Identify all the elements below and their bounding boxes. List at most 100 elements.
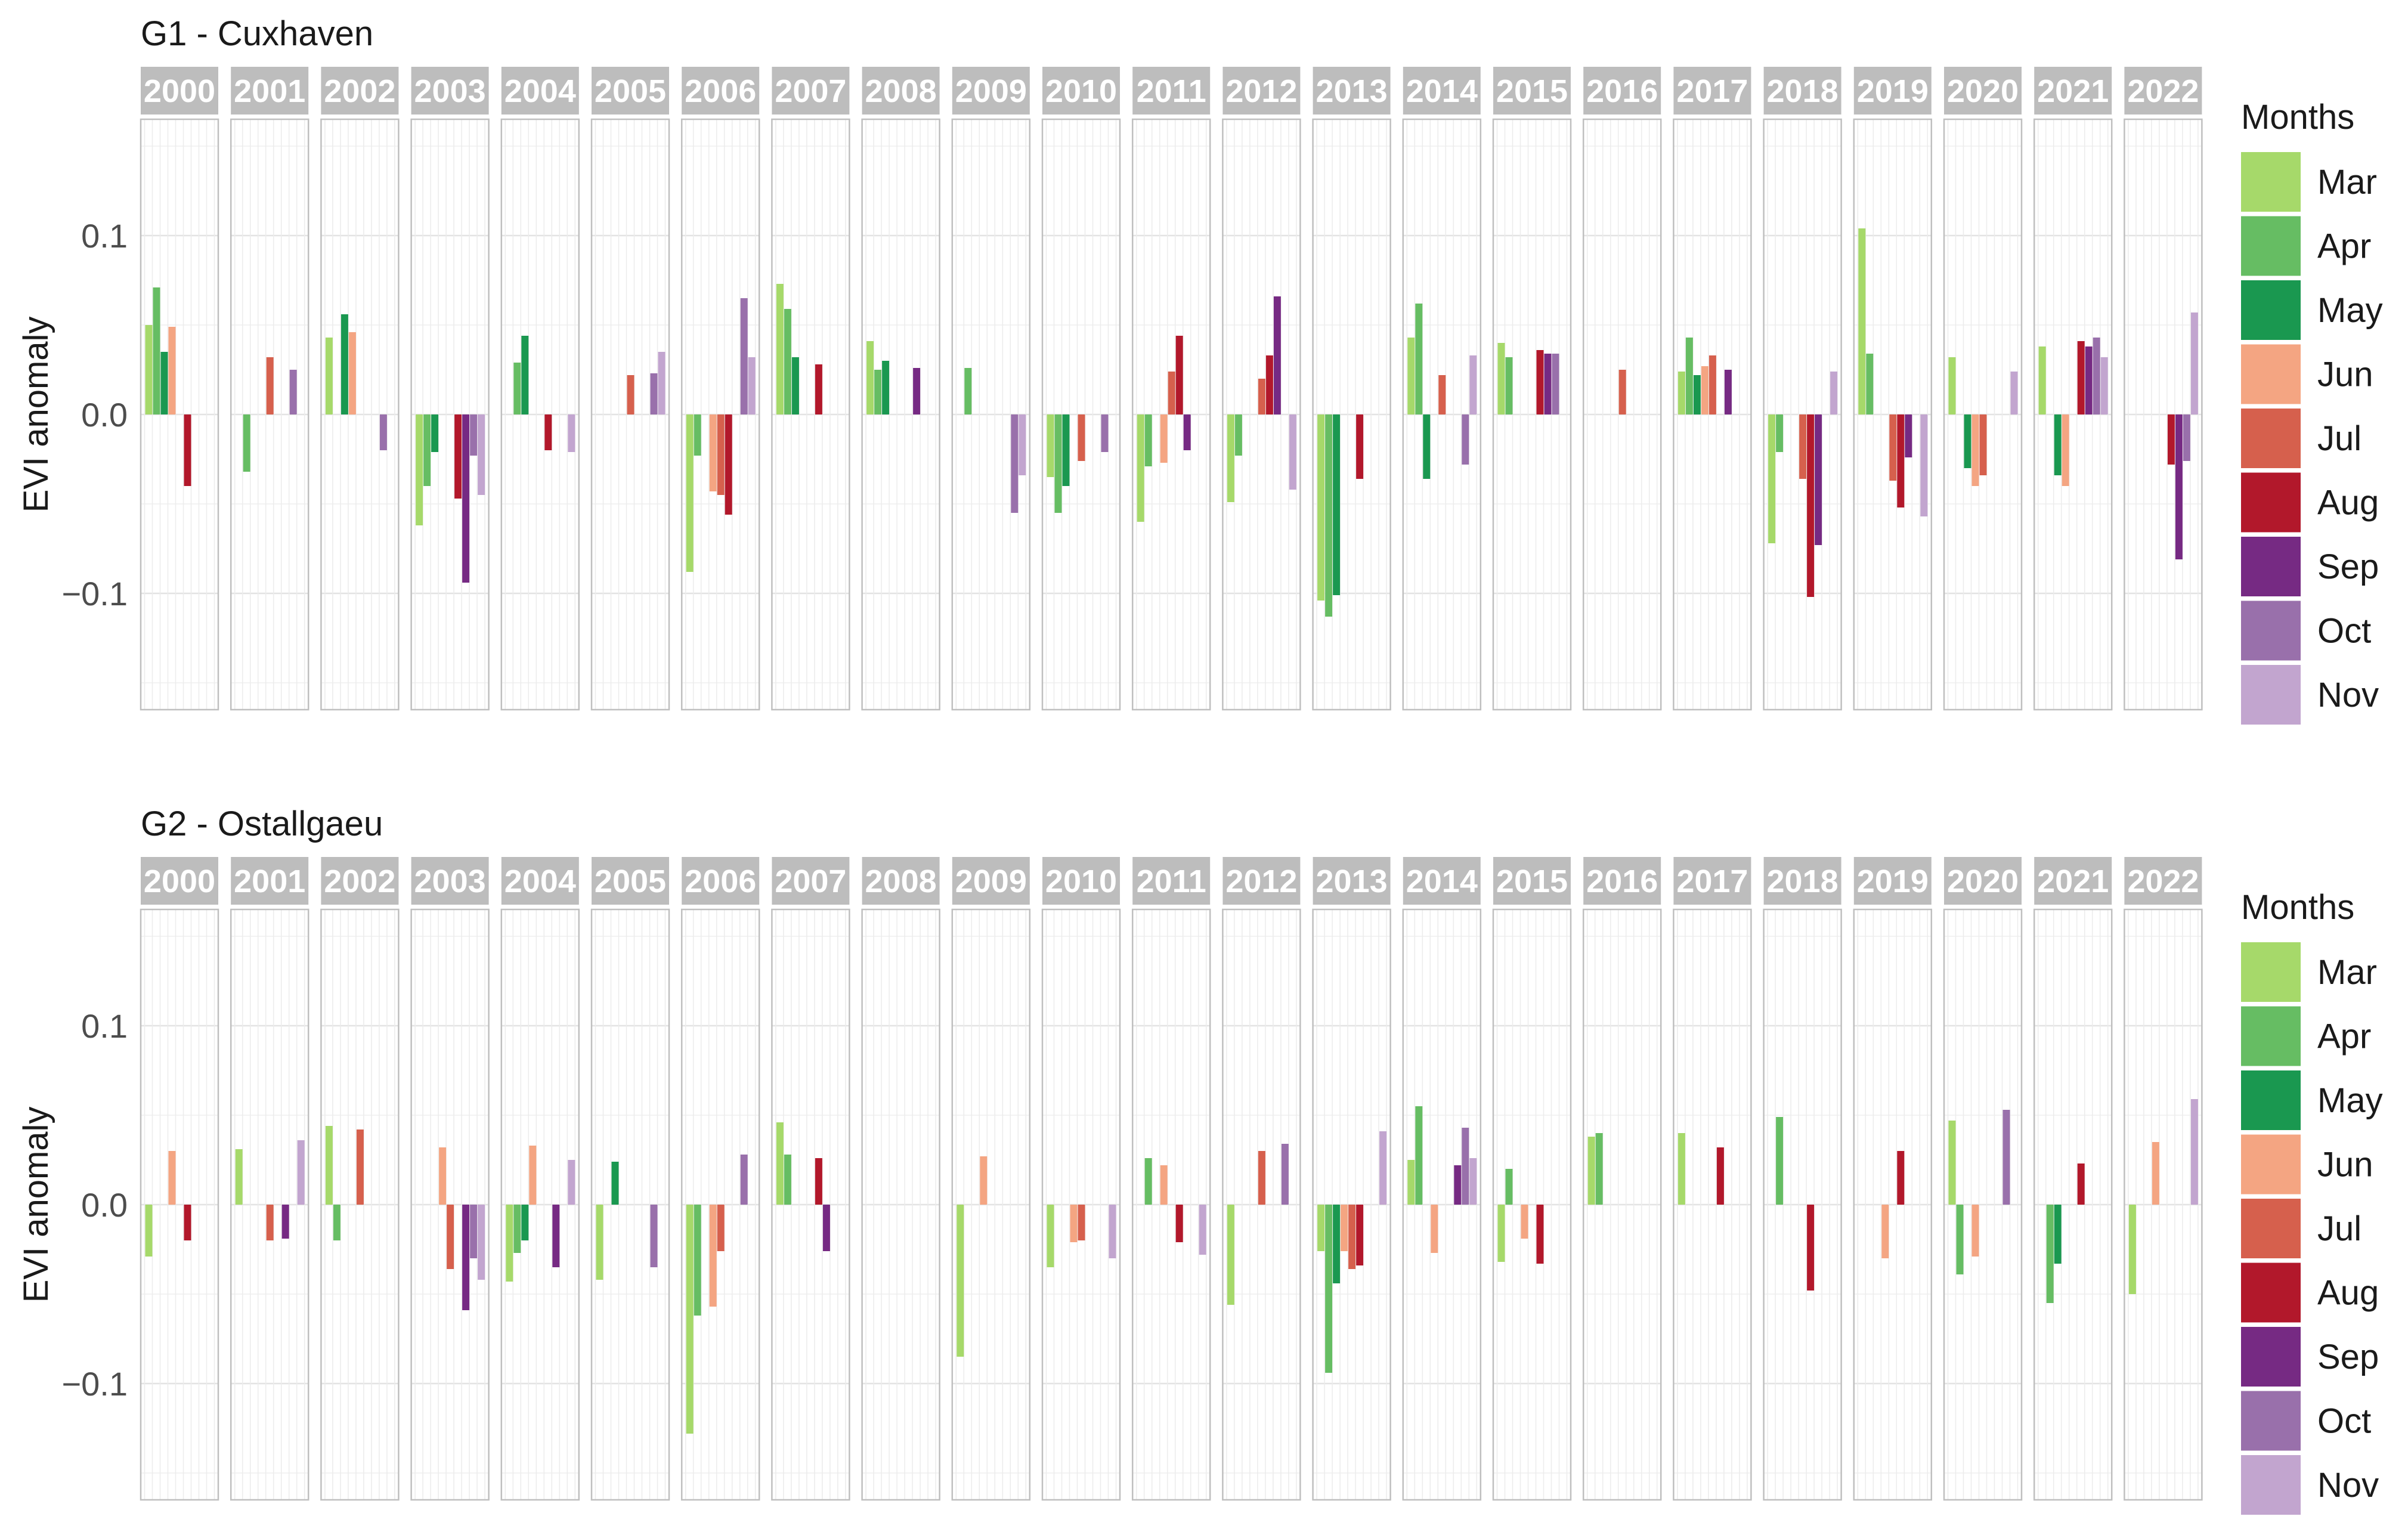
legend-label: Aug — [2317, 1274, 2379, 1313]
legend-key-jun — [2241, 1134, 2301, 1194]
facet-strip — [1403, 857, 1481, 905]
bar-mar-2000 — [145, 1205, 153, 1257]
bar-mar-2007 — [776, 284, 784, 414]
facet-panel-border — [1312, 118, 1391, 711]
bar-jun-2010 — [1070, 1205, 1078, 1242]
bar-mar-2009 — [957, 1205, 964, 1357]
facet-panel-border — [1131, 118, 1211, 711]
bar-may-2005 — [611, 1162, 619, 1205]
bar-jun-2006 — [709, 414, 717, 491]
legend-title: Months — [2241, 888, 2354, 927]
facet-strip — [1493, 857, 1571, 905]
facet-strip — [231, 67, 309, 115]
facet-year-label: 2003 — [414, 73, 486, 109]
facet-year-label: 2005 — [595, 73, 666, 109]
bar-nov-2010 — [1109, 1205, 1116, 1258]
legend-key-oct — [2241, 1391, 2301, 1451]
bar-jun-2021 — [2062, 414, 2069, 486]
facet-year-label: 2019 — [1857, 864, 1929, 899]
bar-mar-2021 — [2038, 346, 2046, 414]
bar-oct-2015 — [1552, 354, 1559, 414]
facet-panel-border — [410, 118, 490, 711]
bar-aug-2017 — [1716, 1147, 1724, 1205]
facet-year-label: 2021 — [2037, 864, 2109, 899]
bar-jul-2012 — [1258, 379, 1265, 414]
facet-panel-border — [771, 908, 850, 1501]
bar-apr-2004 — [513, 1205, 521, 1253]
legend-label: Apr — [2317, 1017, 2371, 1056]
facet-year-label: 2005 — [595, 864, 666, 899]
y-tick-label: 0.0 — [81, 396, 128, 434]
y-tick-label: 0.0 — [81, 1186, 128, 1224]
bar-oct-2020 — [2002, 1110, 2010, 1205]
bar-may-2010 — [1062, 414, 1070, 486]
facet-year-label: 2006 — [685, 73, 756, 109]
facet-strip — [141, 67, 218, 115]
legend-key-jul — [2241, 1199, 2301, 1258]
facet-strip — [2124, 67, 2202, 115]
facet-panel-border — [230, 908, 309, 1501]
facet-strip — [1853, 857, 1932, 905]
bar-aug-2007 — [815, 1158, 822, 1205]
facet-year-label: 2020 — [1947, 73, 2019, 109]
legend-label: Oct — [2317, 612, 2371, 651]
bar-mar-2015 — [1497, 1205, 1505, 1262]
bar-jun-2014 — [1431, 1205, 1438, 1253]
bar-nov-2011 — [1199, 1205, 1206, 1255]
legend-label: Sep — [2317, 1338, 2379, 1376]
bar-oct-2022 — [2183, 414, 2190, 461]
bar-apr-2020 — [1956, 1205, 1964, 1274]
bar-may-2008 — [882, 361, 890, 414]
facet-strip — [1132, 67, 1211, 115]
facet-panel-border — [1041, 118, 1121, 711]
bar-mar-2013 — [1317, 1205, 1325, 1251]
legend-key-mar — [2241, 152, 2301, 212]
facet-panel-border — [140, 118, 219, 711]
bar-aug-2018 — [1807, 414, 1815, 597]
bar-oct-2001 — [289, 370, 297, 414]
bar-mar-2006 — [686, 1205, 694, 1434]
facet-strip — [1673, 67, 1751, 115]
legend-key-may — [2241, 1070, 2301, 1130]
facet-panel-border — [771, 118, 850, 711]
bar-apr-2014 — [1415, 1106, 1423, 1205]
facet-year-label: 2006 — [685, 864, 756, 899]
legend-key-nov — [2241, 665, 2301, 725]
bar-nov-2022 — [2190, 312, 2198, 414]
facet-panel-border — [500, 118, 580, 711]
legend-key-jun — [2241, 344, 2301, 404]
facet-panel-border — [2033, 908, 2113, 1501]
bar-apr-2003 — [423, 414, 431, 486]
bar-apr-2015 — [1505, 357, 1513, 414]
facet-panel-border — [861, 118, 940, 711]
bar-jul-2014 — [1438, 375, 1446, 414]
bar-mar-2013 — [1317, 414, 1325, 601]
bar-mar-2017 — [1677, 1133, 1685, 1205]
bar-jul-2005 — [627, 375, 635, 414]
bar-aug-2013 — [1356, 414, 1364, 479]
facet-strip — [772, 67, 850, 115]
bar-apr-2010 — [1054, 414, 1062, 513]
facet-strip — [2034, 857, 2112, 905]
legend-label: May — [2317, 291, 2383, 330]
legend-title: Months — [2241, 98, 2354, 137]
bar-mar-2005 — [596, 1205, 603, 1280]
facet-strip — [862, 67, 940, 115]
bar-apr-2004 — [513, 363, 521, 414]
bar-jul-2003 — [447, 1205, 454, 1269]
legend-key-nov — [2241, 1455, 2301, 1515]
bar-jul-2012 — [1258, 1151, 1265, 1205]
legend-label: May — [2317, 1081, 2383, 1120]
bar-sep-2012 — [1273, 296, 1281, 414]
bar-nov-2022 — [2190, 1099, 2198, 1205]
bar-jul-2001 — [266, 1205, 274, 1240]
facet-panel-border — [861, 908, 940, 1501]
bar-nov-2018 — [1830, 372, 1838, 414]
bar-apr-2002 — [333, 1205, 341, 1240]
bar-oct-2003 — [470, 1205, 478, 1258]
facet-panel-border — [1312, 908, 1391, 1501]
bar-aug-2022 — [2167, 414, 2175, 465]
bar-mar-2004 — [506, 1205, 513, 1282]
legend-key-aug — [2241, 1262, 2301, 1323]
bar-mar-2006 — [686, 414, 694, 572]
